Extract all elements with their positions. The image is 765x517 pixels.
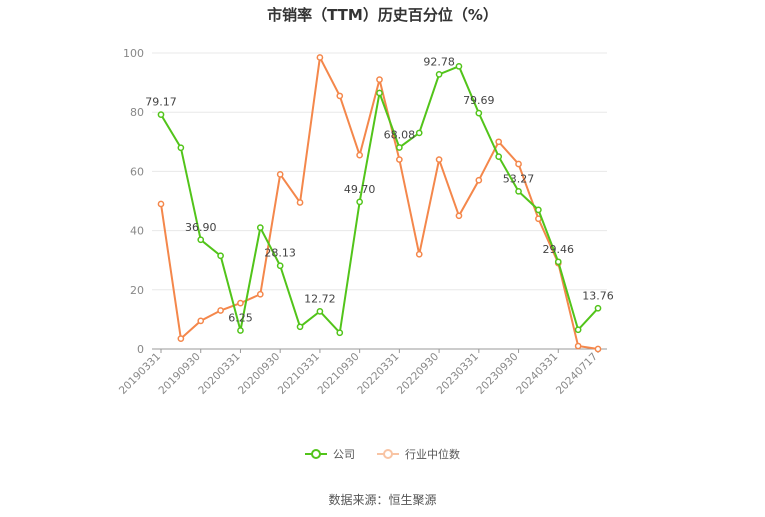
- data-point-industry-median: [356, 151, 363, 159]
- x-tick-label: 20210930: [315, 351, 361, 397]
- data-point-company: [157, 111, 165, 119]
- x-tick-label: 20230331: [435, 351, 481, 397]
- data-point-industry-median: [197, 317, 205, 325]
- x-tick-label: 20200930: [236, 351, 282, 397]
- legend-company-label: 公司: [333, 448, 355, 461]
- data-point-industry-median: [574, 342, 582, 350]
- legend-item-industry-median[interactable]: 行业中位数: [377, 446, 460, 462]
- data-point-industry-median: [495, 138, 503, 146]
- data-point-industry-median: [237, 299, 244, 307]
- data-point-company: [316, 307, 324, 315]
- data-point-industry-median: [396, 156, 403, 163]
- data-point-company: [376, 89, 383, 97]
- data-point-company: [554, 258, 562, 266]
- data-label-company: 79.17: [145, 96, 177, 109]
- legend-item-company[interactable]: 公司: [305, 446, 355, 462]
- data-source-note: 数据来源：恒生聚源: [328, 493, 437, 507]
- data-label-company: 12.72: [304, 292, 336, 305]
- data-point-company: [415, 129, 423, 137]
- y-tick-label: 100: [123, 47, 144, 60]
- x-tick-label: 20200331: [196, 351, 242, 397]
- legend-industry-median-label: 行业中位数: [405, 448, 460, 461]
- data-point-company: [256, 224, 264, 231]
- data-label-company: 36.90: [185, 221, 217, 234]
- data-label-company: 29.46: [543, 243, 575, 256]
- data-point-company: [495, 153, 503, 160]
- data-point-industry-median: [316, 54, 324, 61]
- data-point-company: [237, 327, 244, 334]
- y-tick-label: 60: [130, 165, 144, 178]
- x-tick-label: 20240717: [554, 351, 600, 397]
- data-point-company: [217, 252, 224, 260]
- data-point-company: [356, 198, 363, 206]
- data-point-company: [574, 326, 582, 334]
- data-point-industry-median: [217, 307, 224, 314]
- x-tick-label: 20210331: [276, 351, 322, 397]
- data-label-company: 6.25: [228, 312, 253, 325]
- data-point-industry-median: [475, 176, 483, 184]
- data-point-industry-median: [415, 250, 423, 258]
- data-label-company: 68.08: [384, 128, 416, 141]
- data-point-company: [475, 109, 483, 117]
- data-point-company: [515, 187, 522, 195]
- data-point-industry-median: [177, 335, 185, 342]
- data-point-industry-median: [515, 160, 522, 168]
- y-tick-label: 40: [130, 225, 144, 238]
- data-label-company: 13.76: [582, 289, 614, 302]
- legend-industry-median-swatch: [377, 449, 399, 459]
- x-tick-label: 20230930: [474, 351, 520, 397]
- legend-company-swatch: [305, 449, 327, 459]
- data-label-company: 49.70: [344, 183, 376, 196]
- data-point-industry-median: [296, 199, 304, 206]
- data-label-company: 28.13: [264, 247, 296, 260]
- data-label-company: 53.27: [503, 172, 535, 185]
- data-point-industry-median: [256, 290, 264, 298]
- y-tick-label: 20: [130, 284, 144, 297]
- y-tick-label: 80: [130, 106, 144, 119]
- data-point-company: [177, 144, 185, 152]
- data-point-company: [296, 323, 304, 331]
- data-point-company: [594, 304, 602, 312]
- data-point-company: [535, 206, 542, 214]
- data-point-company: [435, 71, 443, 78]
- x-tick-label: 20220930: [395, 351, 441, 397]
- data-label-company: 79.69: [463, 94, 495, 107]
- data-point-industry-median: [594, 345, 602, 353]
- data-point-company: [276, 262, 284, 270]
- x-tick-label: 20220331: [355, 351, 401, 397]
- data-point-industry-median: [435, 156, 443, 163]
- data-point-company: [455, 62, 463, 70]
- chart-legend: 公司 行业中位数: [0, 446, 765, 462]
- chart-title: 市销率（TTM）历史百分位（%）: [267, 6, 498, 24]
- data-label-company: 92.78: [423, 55, 455, 68]
- data-point-industry-median: [336, 92, 344, 100]
- data-point-industry-median: [276, 171, 284, 178]
- data-point-industry-median: [157, 200, 165, 208]
- data-point-company: [197, 236, 205, 244]
- data-point-company: [396, 144, 403, 151]
- data-point-industry-median: [455, 212, 463, 220]
- x-tick-label: 20190930: [157, 351, 203, 397]
- x-tick-label: 20240331: [514, 351, 560, 397]
- data-point-industry-median: [376, 76, 383, 83]
- y-tick-label: 0: [137, 343, 144, 356]
- x-tick-label: 20190331: [117, 351, 163, 397]
- data-point-company: [336, 329, 344, 337]
